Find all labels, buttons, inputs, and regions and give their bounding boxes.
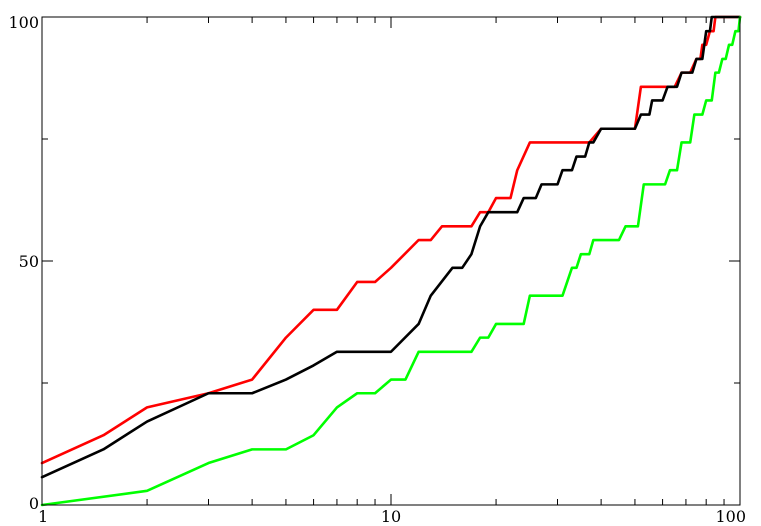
y-tick-label: 50 bbox=[19, 252, 39, 271]
plot-series bbox=[40, 15, 742, 507]
red-series-line bbox=[40, 15, 742, 465]
x-tick-label: 10 bbox=[381, 507, 401, 526]
y-tick-label: 0 bbox=[29, 494, 39, 513]
plot-frame bbox=[41, 16, 741, 506]
black-series-line bbox=[40, 15, 742, 479]
axis-ticks bbox=[41, 16, 741, 506]
green-series-line bbox=[40, 15, 742, 507]
y-tick-label: 100 bbox=[8, 13, 39, 32]
x-tick-label: 100 bbox=[715, 507, 746, 526]
tick-labels: 1 10 100 0 50 100 bbox=[8, 13, 746, 526]
x-tick-label: 1 bbox=[38, 507, 48, 526]
